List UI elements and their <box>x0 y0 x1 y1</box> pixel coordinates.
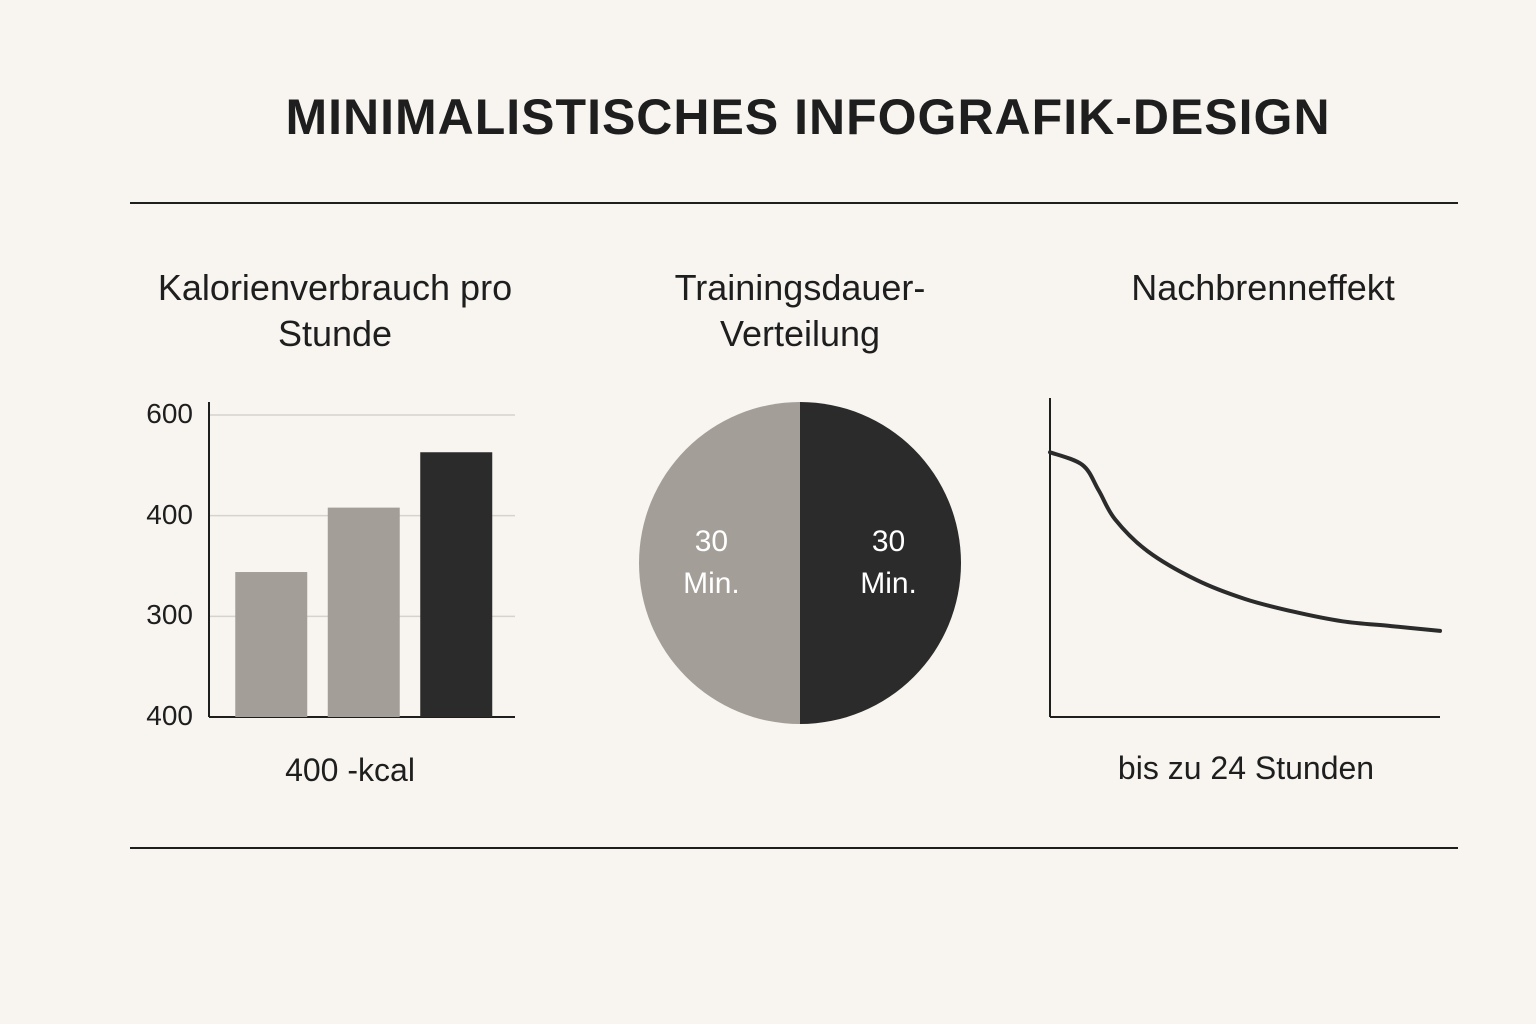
x-axis-label: 400 -kcal <box>285 752 415 788</box>
x-axis-label: bis zu 24 Stunden <box>1117 750 1375 786</box>
slice-label: 30 Min. <box>860 525 917 600</box>
chart-title: Nachbrenneffekt <box>1131 267 1395 308</box>
bar <box>327 507 400 717</box>
bar <box>420 452 493 717</box>
slice-label: 30 Min. <box>683 525 740 600</box>
chart-title: Trainingsdauer-Verteilung <box>674 267 926 354</box>
pie-slice <box>800 402 961 724</box>
page-title: MINIMALISTISCHES INFOGRAFIK-DESIGN <box>285 89 1331 145</box>
y-tick-label: 300 <box>146 599 193 631</box>
chart-title: Kalorienverbrauch pro Stunde <box>157 267 513 354</box>
y-tick-label: 600 <box>146 398 193 429</box>
line <box>1048 450 1442 633</box>
y-tick-label: 400 <box>146 700 193 731</box>
pie-slice <box>639 402 800 724</box>
bar <box>235 572 308 717</box>
y-tick-label: 400 <box>146 498 193 530</box>
